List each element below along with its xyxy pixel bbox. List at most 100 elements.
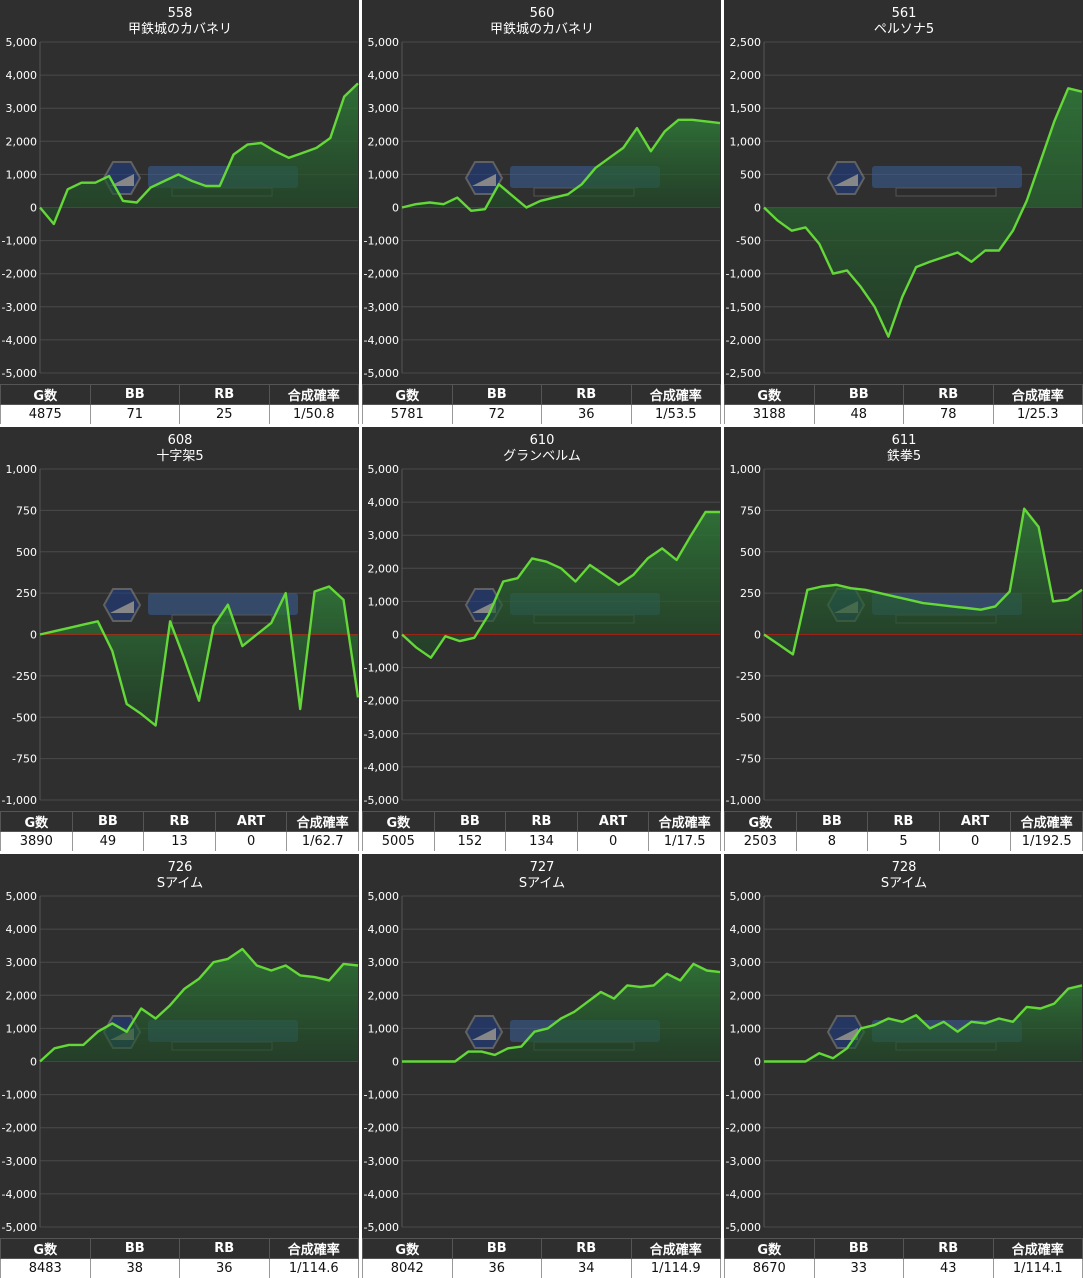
y-tick-label: 4,000 bbox=[6, 923, 38, 936]
stats-header: 合成確率 bbox=[992, 1238, 1083, 1259]
y-tick-label: -5,000 bbox=[2, 367, 37, 380]
y-tick-label: 250 bbox=[16, 587, 37, 600]
chart-subtitle: Sアイム bbox=[881, 876, 927, 891]
stats-header: G数 bbox=[362, 384, 453, 405]
watermark-logo bbox=[102, 588, 298, 624]
y-tick-label: -4,000 bbox=[364, 1188, 399, 1201]
watermark-logo bbox=[826, 161, 1022, 197]
stats-header: G数 bbox=[362, 811, 435, 832]
y-tick-label: 500 bbox=[740, 546, 761, 559]
stats-header: RB bbox=[541, 384, 632, 405]
y-tick-label: 5,000 bbox=[368, 463, 400, 476]
y-tick-label: -1,000 bbox=[364, 662, 399, 675]
stats-header: BB bbox=[813, 384, 904, 405]
stats-table: G数 BB RB 合成確率 8042 36 34 1/114.9 bbox=[362, 1238, 721, 1278]
area-fill bbox=[40, 83, 358, 225]
area-fill bbox=[40, 586, 358, 726]
stats-header: 合成確率 bbox=[648, 811, 721, 832]
y-tick-label: 3,000 bbox=[6, 102, 38, 115]
y-tick-label: 0 bbox=[754, 202, 761, 215]
y-tick-label: 2,000 bbox=[368, 562, 400, 575]
stats-value: 49 bbox=[71, 831, 145, 851]
stats-value: 5781 bbox=[362, 404, 453, 424]
y-tick-label: 2,000 bbox=[730, 989, 762, 1002]
chart-title: 558 bbox=[168, 6, 193, 21]
y-tick-label: -750 bbox=[12, 753, 37, 766]
stats-table: G数 BB RB ART 合成確率 2503 8 5 0 1/192.5 bbox=[724, 811, 1083, 851]
y-tick-label: 3,000 bbox=[368, 529, 400, 542]
stats-header: 合成確率 bbox=[268, 384, 359, 405]
y-tick-label: -3,000 bbox=[2, 301, 37, 314]
chart-subtitle: 鉄拳5 bbox=[887, 448, 921, 464]
y-tick-label: -500 bbox=[12, 711, 37, 724]
stats-value: 1/192.5 bbox=[1010, 831, 1083, 851]
chart-title: 610 bbox=[530, 433, 555, 448]
stats-header: BB bbox=[451, 1238, 542, 1259]
y-tick-label: 0 bbox=[392, 1056, 399, 1069]
stats-header: ART bbox=[576, 811, 650, 832]
area-fill bbox=[402, 119, 720, 211]
stats-header: RB bbox=[867, 811, 940, 832]
stats-header: RB bbox=[179, 384, 270, 405]
chart-subtitle: ペルソナ5 bbox=[874, 22, 934, 37]
stats-header: BB bbox=[89, 1238, 180, 1259]
stats-value: 0 bbox=[214, 831, 288, 851]
y-tick-label: 3,000 bbox=[368, 102, 400, 115]
stats-header: ART bbox=[938, 811, 1012, 832]
chart-panel: 727 Sアイム 5,000 4,000 3,000 2,000 1,000 0 -1,000 -… bbox=[362, 854, 721, 1278]
chart-subtitle: 甲鉄城のカバネリ bbox=[490, 22, 594, 37]
y-tick-label: -1,000 bbox=[726, 268, 761, 281]
stats-value: 72 bbox=[451, 404, 542, 424]
y-tick-label: -4,000 bbox=[726, 1188, 761, 1201]
y-tick-label: 500 bbox=[740, 168, 761, 181]
stats-header: G数 bbox=[724, 1238, 815, 1259]
y-tick-label: -1,000 bbox=[2, 235, 37, 248]
stats-table: G数 BB RB 合成確率 5781 72 36 1/53.5 bbox=[362, 384, 721, 424]
y-tick-label: -1,000 bbox=[364, 1089, 399, 1102]
stats-value: 8 bbox=[795, 831, 869, 851]
y-tick-label: -5,000 bbox=[364, 367, 399, 380]
y-tick-label: 5,000 bbox=[368, 890, 400, 903]
chart-panel: 611 鉄拳5 1,000 750 500 250 0 -250 -500 -750 -1,000 G… bbox=[724, 427, 1083, 851]
stats-value: 36 bbox=[451, 1258, 542, 1278]
y-tick-label: -5,000 bbox=[364, 794, 399, 807]
y-tick-label: 4,000 bbox=[6, 69, 38, 82]
y-tick-label: 1,000 bbox=[368, 595, 400, 608]
y-tick-label: 4,000 bbox=[368, 923, 400, 936]
y-tick-label: -1,500 bbox=[726, 301, 761, 314]
series-line bbox=[401, 118, 721, 213]
y-tick-label: -2,000 bbox=[364, 695, 399, 708]
stats-header: G数 bbox=[362, 1238, 453, 1259]
y-tick-label: 3,000 bbox=[730, 956, 762, 969]
stats-header: RB bbox=[903, 384, 994, 405]
chart-panel: 561 ペルソナ5 2,500 2,000 1,500 1,000 500 0 -500 -1,0… bbox=[724, 0, 1083, 424]
y-tick-label: 4,000 bbox=[730, 923, 762, 936]
area-fill bbox=[402, 512, 720, 658]
y-tick-label: -3,000 bbox=[2, 1155, 37, 1168]
stats-header: 合成確率 bbox=[1010, 811, 1083, 832]
stats-value: 1/62.7 bbox=[286, 831, 359, 851]
y-tick-label: 2,500 bbox=[730, 36, 762, 49]
stats-value: 8042 bbox=[362, 1258, 453, 1278]
stats-value: 1/114.1 bbox=[992, 1258, 1083, 1278]
chart-title: 561 bbox=[892, 6, 917, 21]
stats-value: 34 bbox=[541, 1258, 632, 1278]
y-tick-label: -1,000 bbox=[2, 794, 37, 807]
stats-header: RB bbox=[541, 1238, 632, 1259]
stats-value: 3188 bbox=[724, 404, 815, 424]
area-fill bbox=[764, 508, 1082, 655]
stats-header: 合成確率 bbox=[992, 384, 1083, 405]
stats-header: G数 bbox=[724, 811, 797, 832]
y-tick-label: -4,000 bbox=[364, 334, 399, 347]
stats-value: 1/25.3 bbox=[992, 404, 1083, 424]
y-tick-label: -4,000 bbox=[2, 1188, 37, 1201]
y-tick-label: -5,000 bbox=[726, 1221, 761, 1234]
y-tick-label: 1,000 bbox=[6, 168, 38, 181]
